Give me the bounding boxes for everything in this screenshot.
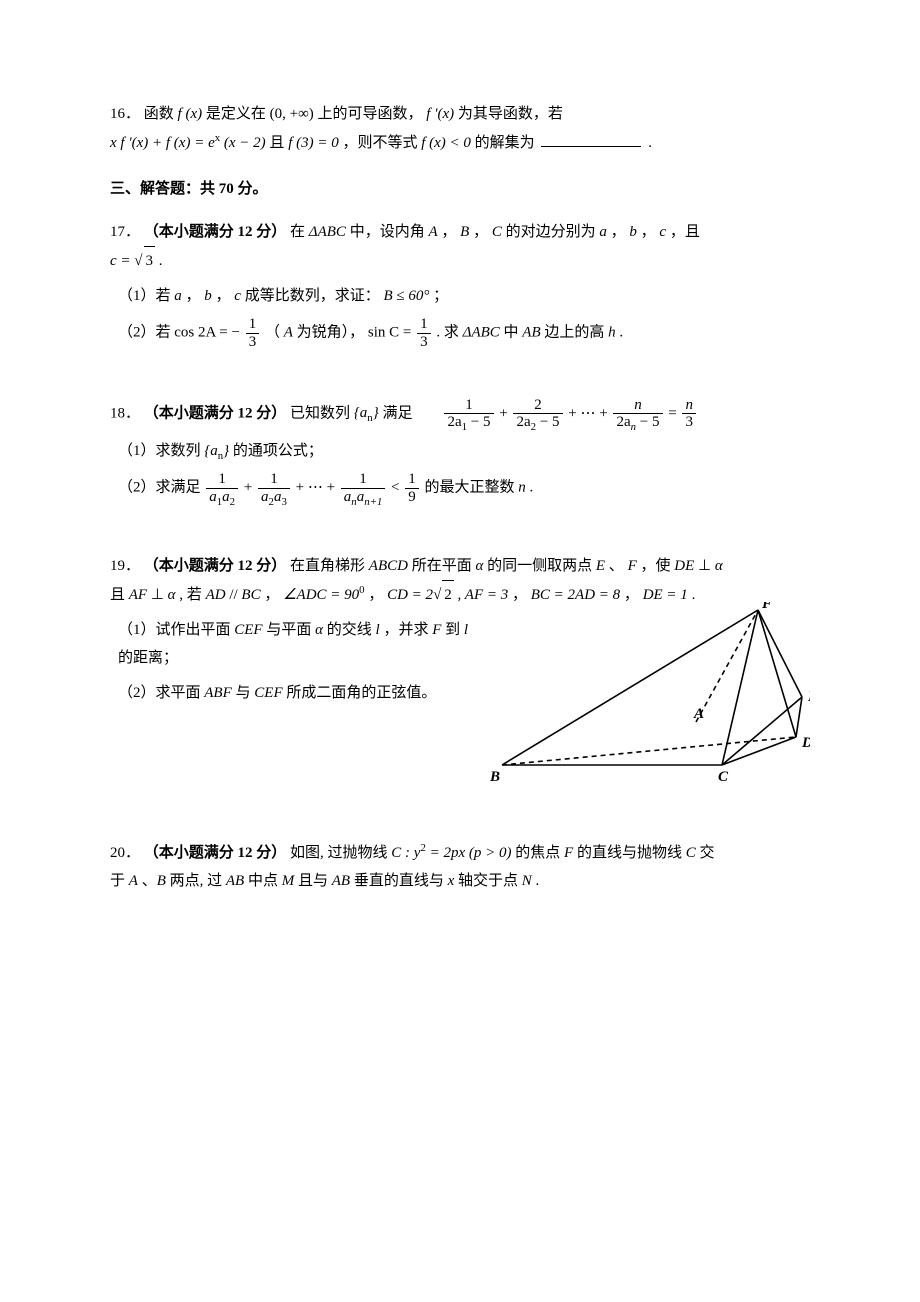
- q18-number: 18．: [110, 405, 140, 421]
- q19-part2: （2）求平面 ABF 与 CEF 所成二面角的正弦值。: [118, 679, 480, 708]
- question-16: 16． 函数 f (x) 是定义在 (0, +∞) 上的可导函数， f ′(x)…: [110, 100, 810, 157]
- svg-text:F: F: [761, 602, 772, 612]
- answer-blank: [541, 131, 641, 147]
- q16-equation: x f ′(x) + f (x) = ex (x − 2): [110, 135, 269, 151]
- q18-part1: （1）求数列 {an} 的通项公式；: [118, 437, 810, 466]
- q17-number: 17．: [110, 224, 140, 240]
- svg-text:E: E: [807, 689, 810, 705]
- section-3-header: 三、解答题：共 70 分。: [110, 175, 810, 204]
- q17-part2: （2）若 cos 2A = − 13 （ A 为锐角）， sin C = 13 …: [118, 316, 810, 350]
- svg-text:A: A: [693, 706, 704, 722]
- q20-number: 20．: [110, 845, 140, 861]
- question-20: 20． （本小题满分 12 分） 如图, 过抛物线 C : y2 = 2px (…: [110, 839, 810, 896]
- question-19: 19． （本小题满分 12 分） 在直角梯形 ABCD 所在平面 α 的同一侧取…: [110, 552, 810, 793]
- question-17: 17． （本小题满分 12 分） 在 ΔABC 中，设内角 A ， B ， C …: [110, 218, 810, 351]
- q16-number: 16．: [110, 106, 140, 122]
- geometry-diagram: F E D C B A: [490, 602, 810, 782]
- q19-part1: （1）试作出平面 CEF 与平面 α 的交线 l ，并求 F 到 l 的距离；: [118, 616, 480, 673]
- question-18: 18． （本小题满分 12 分） 已知数列 {an} 满足 12a1 − 5 +…: [110, 397, 810, 506]
- q19-figure: F E D C B A: [490, 602, 810, 793]
- svg-text:C: C: [718, 769, 729, 782]
- q19-number: 19．: [110, 558, 140, 574]
- q18-part2: （2）求满足 1a1a2 + 1a2a3 + ⋯ + 1anan+1 < 19 …: [118, 471, 810, 505]
- q17-part1: （1）若 a ， b ， c 成等比数列，求证： B ≤ 60° ；: [118, 282, 810, 311]
- svg-text:B: B: [490, 769, 500, 782]
- svg-text:D: D: [801, 735, 810, 751]
